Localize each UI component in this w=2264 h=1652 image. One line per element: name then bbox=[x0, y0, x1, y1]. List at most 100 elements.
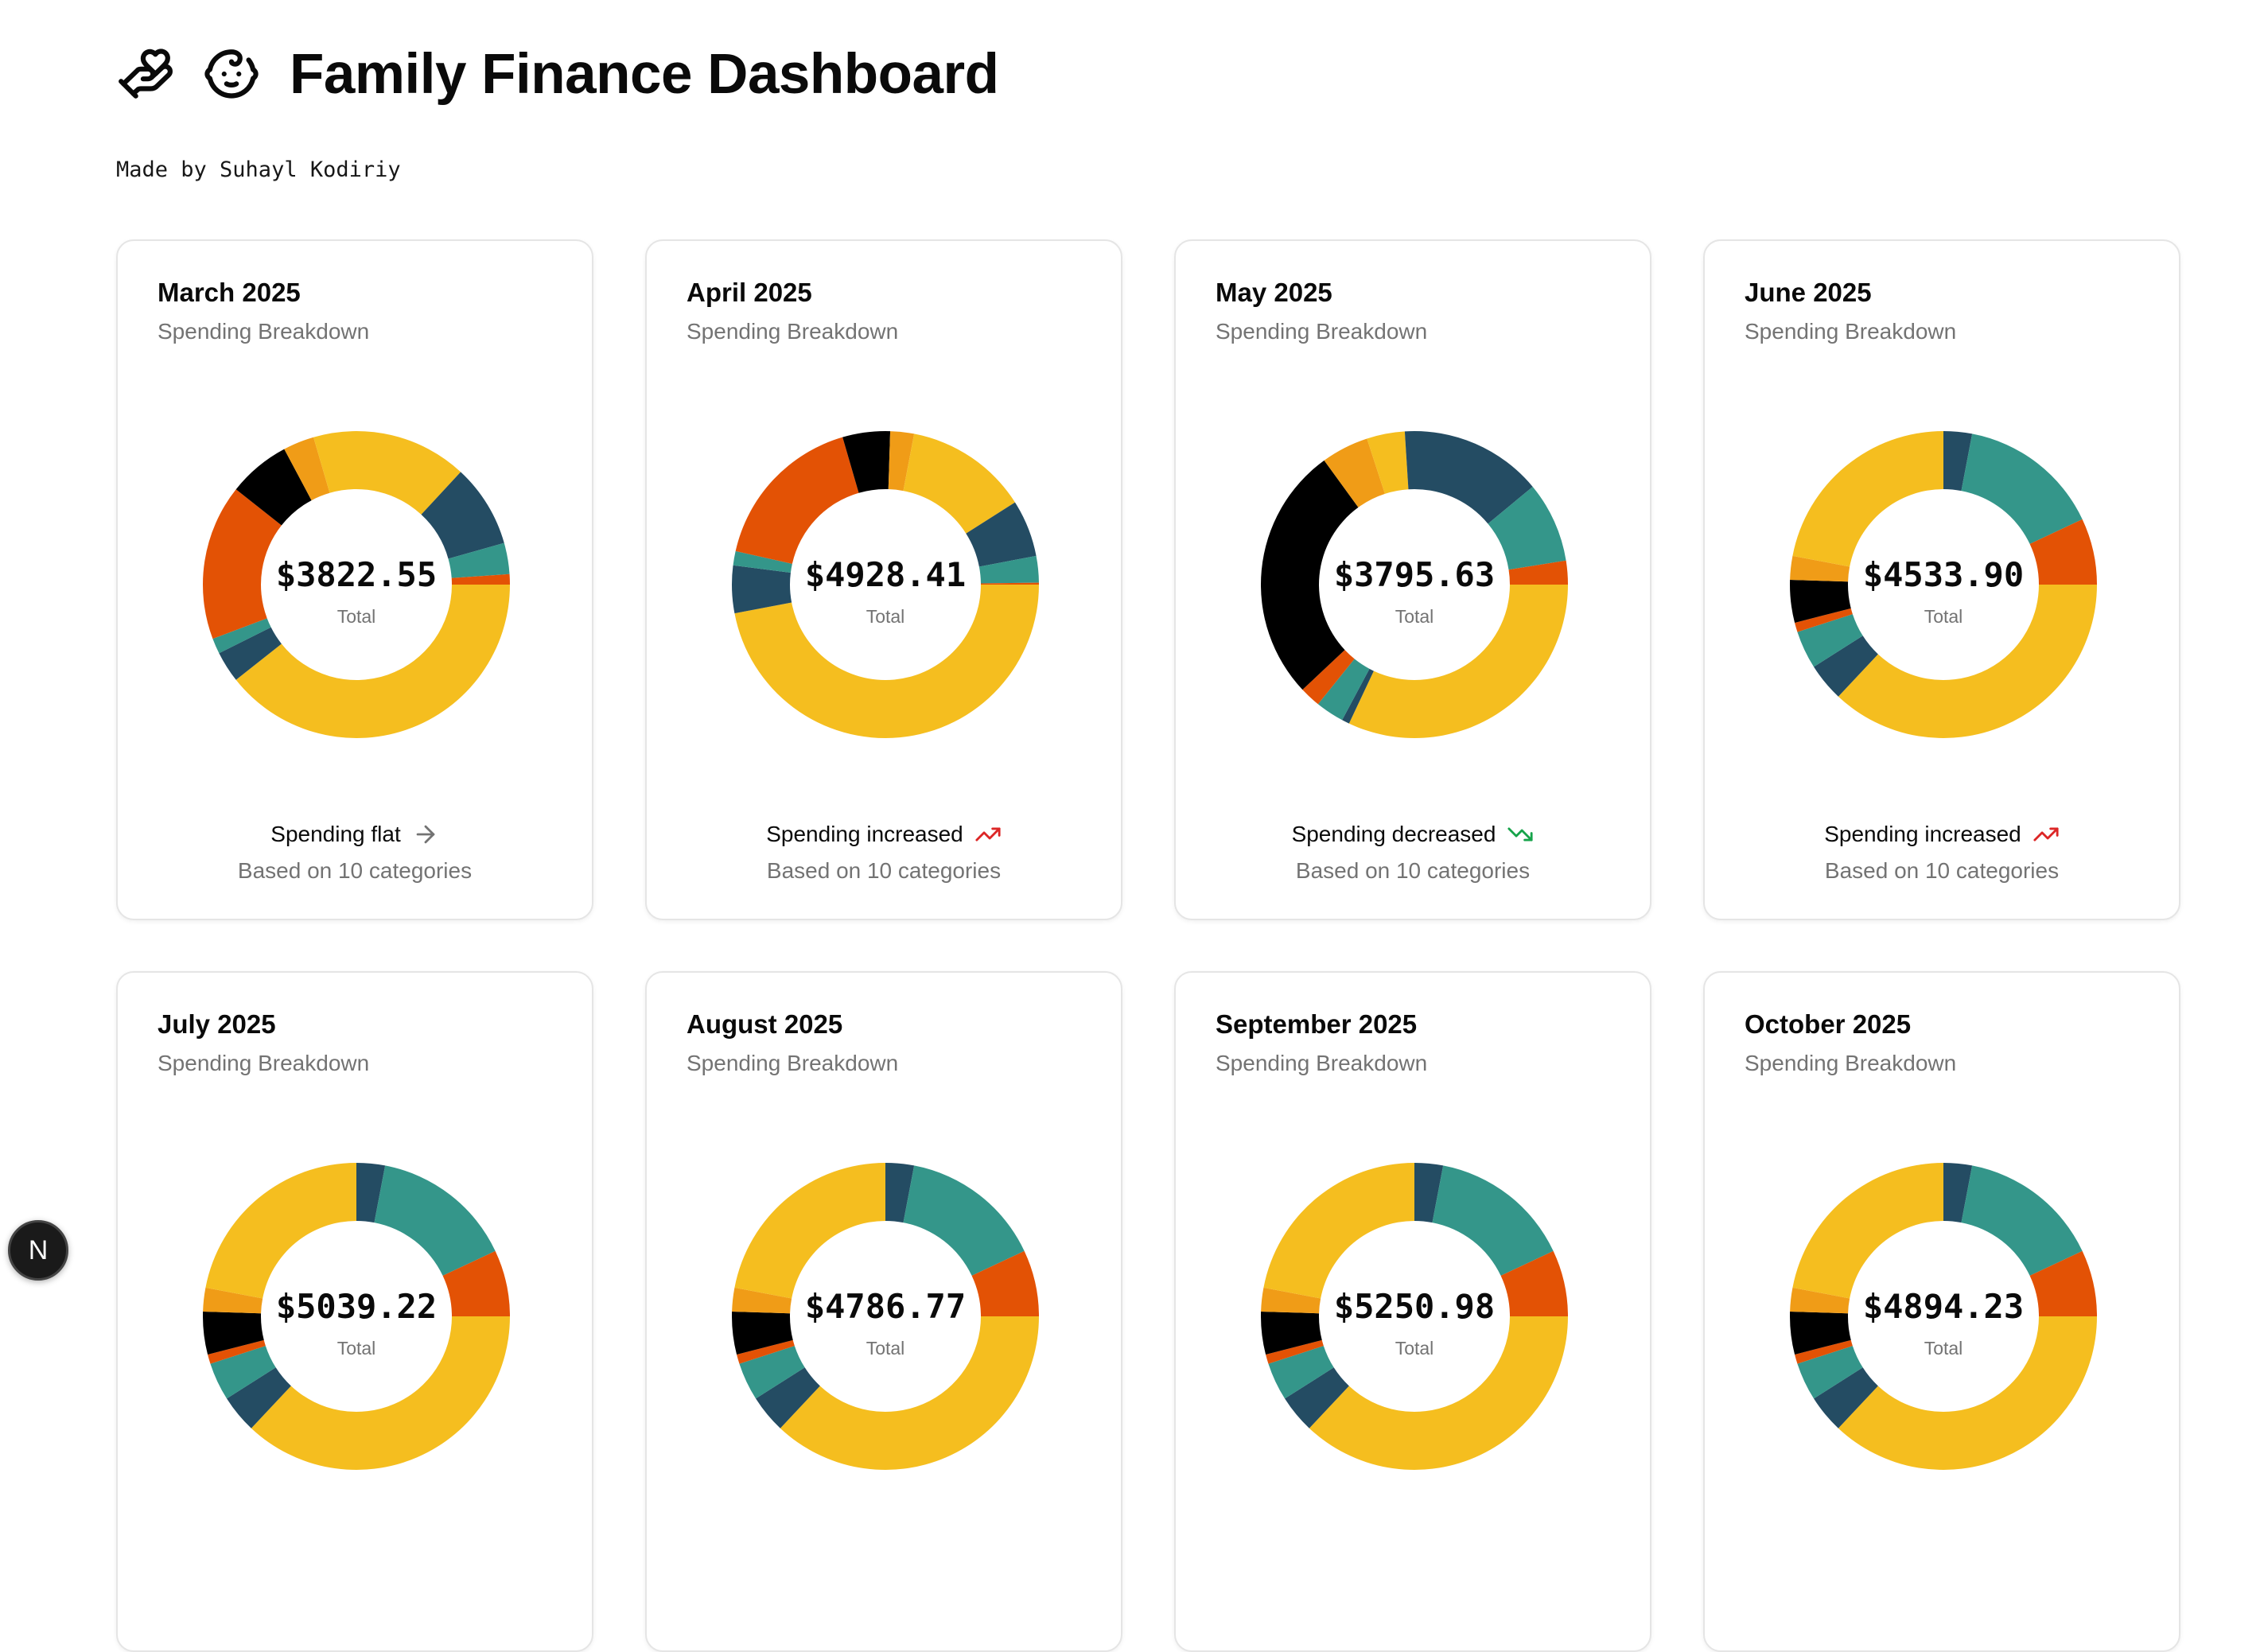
donut-slice[interactable] bbox=[735, 437, 859, 564]
card-subtitle: Spending Breakdown bbox=[158, 319, 370, 344]
baby-face-icon bbox=[204, 49, 259, 99]
donut-slice[interactable] bbox=[2029, 519, 2097, 585]
card-title: March 2025 bbox=[158, 278, 301, 307]
donut-slice[interactable] bbox=[1943, 1163, 1973, 1223]
donut-slice[interactable] bbox=[374, 1165, 496, 1276]
donut-slice[interactable] bbox=[235, 585, 510, 738]
donut-slice[interactable] bbox=[1367, 431, 1409, 494]
donut-slice[interactable] bbox=[842, 431, 891, 493]
trend-label: Spending flat bbox=[270, 822, 401, 846]
donut-slice[interactable] bbox=[2029, 1250, 2097, 1316]
donut-slice[interactable] bbox=[1790, 555, 1850, 582]
total-amount: $4786.77 bbox=[805, 1287, 966, 1326]
total-label: Total bbox=[1924, 606, 1963, 627]
donut-slice[interactable] bbox=[1795, 608, 1853, 632]
page-header: Family Finance Dashboard bbox=[116, 38, 999, 110]
donut-slice[interactable] bbox=[1961, 433, 2083, 544]
donut-slice[interactable] bbox=[1261, 460, 1359, 690]
donut-slice[interactable] bbox=[734, 1163, 885, 1299]
donut-slice[interactable] bbox=[903, 433, 1015, 534]
donut-slice[interactable] bbox=[235, 449, 312, 526]
donut-slice[interactable] bbox=[1838, 585, 2097, 738]
donut-slice[interactable] bbox=[451, 573, 510, 585]
total-label: Total bbox=[1395, 606, 1434, 627]
donut-slice[interactable] bbox=[733, 550, 792, 573]
nextjs-dev-badge[interactable]: N bbox=[8, 1220, 68, 1281]
total-amount: $5250.98 bbox=[1334, 1287, 1495, 1326]
donut-slice[interactable] bbox=[1302, 650, 1355, 705]
donut-slice[interactable] bbox=[1943, 431, 1973, 492]
donut-slice[interactable] bbox=[212, 618, 271, 654]
card-title: September 2025 bbox=[1216, 1009, 1418, 1039]
month-card-grid: March 2025 Spending Breakdown $3822.55 Tota… bbox=[116, 239, 2180, 1652]
donut-slice[interactable] bbox=[903, 1165, 1025, 1276]
trend-label: Spending increased bbox=[1824, 822, 2021, 846]
category-count-note: Based on 10 categories bbox=[1295, 858, 1531, 883]
donut-slice[interactable] bbox=[888, 431, 915, 492]
card-subtitle: Spending Breakdown bbox=[1216, 319, 1428, 344]
trend-label: Spending decreased bbox=[1291, 822, 1496, 846]
trend-row: Spending increased bbox=[647, 821, 1121, 848]
donut-slice[interactable] bbox=[1414, 1163, 1444, 1223]
donut-slice[interactable] bbox=[442, 1250, 510, 1316]
donut-slice[interactable] bbox=[978, 555, 1039, 584]
donut-slice[interactable] bbox=[1792, 1163, 1943, 1299]
total-amount: $4928.41 bbox=[805, 555, 966, 594]
total-amount: $4533.90 bbox=[1863, 555, 2024, 594]
total-amount: $3822.55 bbox=[276, 555, 437, 594]
donut-slice[interactable] bbox=[1797, 614, 1863, 667]
donut-slice[interactable] bbox=[1961, 1165, 2083, 1276]
donut-slice[interactable] bbox=[885, 1163, 915, 1223]
month-card: August 2025 Spending Breakdown $4786.77 Tot… bbox=[645, 971, 1122, 1652]
donut-slice[interactable] bbox=[980, 582, 1039, 585]
donut-slice[interactable] bbox=[1317, 659, 1370, 721]
author-byline: Made by Suhayl Kodiriy bbox=[116, 157, 401, 182]
donut-slice[interactable] bbox=[1348, 585, 1568, 738]
month-card: April 2025 Spending Breakdown $4928.41 Tota… bbox=[645, 239, 1122, 920]
donut-slice[interactable] bbox=[1814, 636, 1878, 697]
donut-slice[interactable] bbox=[732, 565, 792, 614]
page-title: Family Finance Dashboard bbox=[290, 42, 999, 106]
trending-up-icon bbox=[2033, 827, 2059, 842]
spending-donut-chart: $3822.55 Total bbox=[203, 431, 510, 738]
card-title: May 2025 bbox=[1216, 278, 1332, 307]
donut-slice[interactable] bbox=[1508, 560, 1568, 585]
arrow-right-icon bbox=[416, 825, 435, 844]
total-amount: $4894.23 bbox=[1863, 1287, 2024, 1326]
category-count-note: Based on 10 categories bbox=[237, 858, 473, 883]
card-title: June 2025 bbox=[1745, 278, 1872, 307]
donut-slice[interactable] bbox=[1792, 431, 1943, 567]
donut-slice[interactable] bbox=[203, 489, 282, 639]
donut-slice[interactable] bbox=[734, 585, 1039, 738]
spending-donut-chart: $3795.63 Total bbox=[1261, 431, 1568, 738]
donut-slice[interactable] bbox=[1342, 668, 1374, 724]
donut-slice[interactable] bbox=[284, 437, 330, 501]
donut-slice[interactable] bbox=[251, 1316, 510, 1470]
donut-slice[interactable] bbox=[1309, 1316, 1568, 1470]
card-subtitle: Spending Breakdown bbox=[1216, 1051, 1428, 1075]
donut-slice[interactable] bbox=[421, 472, 504, 559]
category-count-note: Based on 10 categories bbox=[1824, 858, 2060, 883]
donut-slice[interactable] bbox=[313, 431, 461, 515]
donut-slice[interactable] bbox=[1488, 486, 1566, 570]
donut-slice[interactable] bbox=[219, 627, 282, 680]
donut-slice[interactable] bbox=[966, 502, 1037, 567]
card-subtitle: Spending Breakdown bbox=[687, 319, 899, 344]
donut-slice[interactable] bbox=[205, 1163, 356, 1299]
donut-slice[interactable] bbox=[1404, 431, 1533, 524]
hand-holding-heart-icon bbox=[119, 49, 173, 99]
donut-slice[interactable] bbox=[1790, 579, 1851, 623]
donut-slice[interactable] bbox=[1263, 1163, 1414, 1299]
donut-slice[interactable] bbox=[1500, 1250, 1568, 1316]
donut-slice[interactable] bbox=[780, 1316, 1039, 1470]
category-count-note: Based on 10 categories bbox=[766, 858, 1002, 883]
month-card: September 2025 Spending Breakdown $5250.98… bbox=[1174, 971, 1651, 1652]
donut-slice[interactable] bbox=[356, 1163, 386, 1223]
donut-slice[interactable] bbox=[1838, 1316, 2097, 1470]
trend-row: Spending flat bbox=[118, 821, 592, 848]
donut-slice[interactable] bbox=[448, 542, 510, 578]
donut-slice[interactable] bbox=[1324, 438, 1385, 507]
donut-slice[interactable] bbox=[1432, 1165, 1554, 1276]
trending-up-icon bbox=[975, 827, 1001, 842]
donut-slice[interactable] bbox=[971, 1250, 1039, 1316]
